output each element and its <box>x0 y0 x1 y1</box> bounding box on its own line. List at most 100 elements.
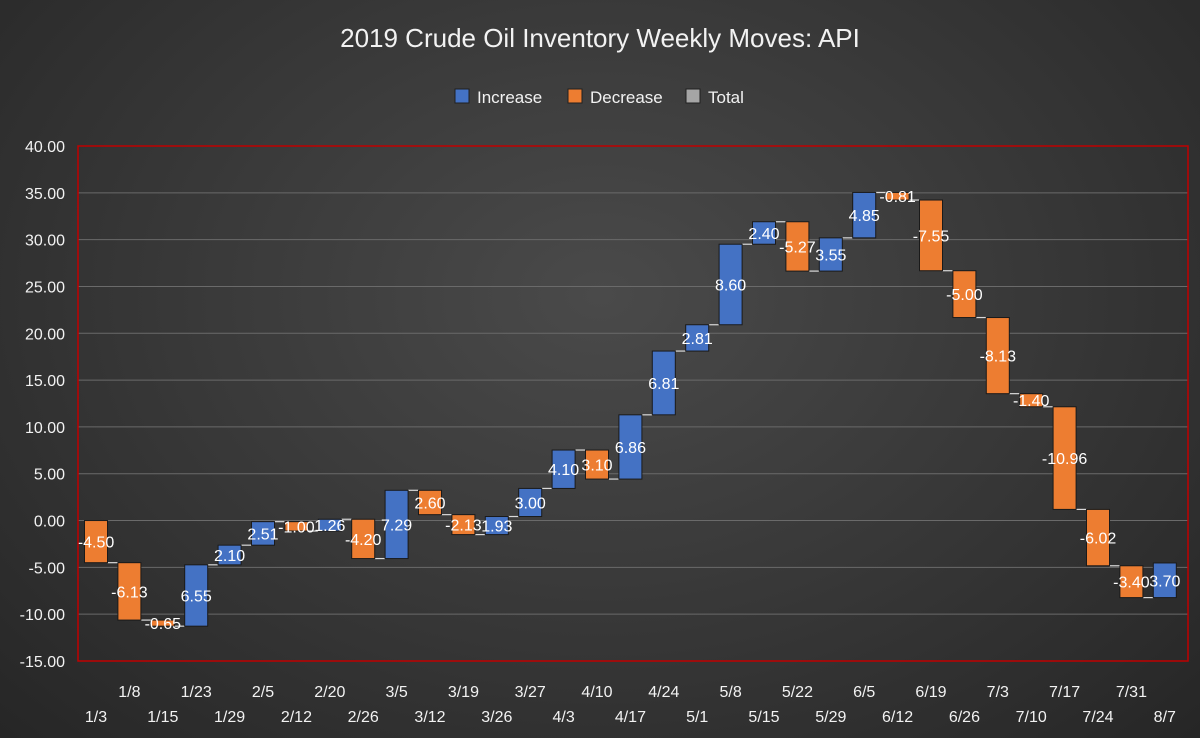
data-label: 4.10 <box>548 462 579 479</box>
bar-7/24 <box>1086 508 1110 567</box>
bar-5/15 <box>752 221 776 245</box>
x-tick-label: 3/5 <box>385 684 407 701</box>
y-tick-label: -15.00 <box>20 654 65 671</box>
x-tick-label: 4/24 <box>648 684 679 701</box>
x-tick-label: 4/17 <box>615 709 646 726</box>
y-tick-label: -10.00 <box>20 607 65 624</box>
bar-2/20 <box>317 518 342 532</box>
y-tick-label: 25.00 <box>25 279 65 296</box>
x-tick-label: 2/5 <box>252 684 274 701</box>
x-tick-label: 3/19 <box>448 684 479 701</box>
data-label: -10.96 <box>1042 451 1087 468</box>
y-tick-label: 5.00 <box>34 467 65 484</box>
x-tick-label: 3/26 <box>481 709 512 726</box>
bar-3/26 <box>484 516 509 536</box>
data-label: 6.86 <box>615 440 646 457</box>
data-label: 3.00 <box>515 495 546 512</box>
data-label: 2.60 <box>414 495 445 512</box>
data-label: 3.55 <box>815 247 846 264</box>
chart-title: 2019 Crude Oil Inventory Weekly Moves: A… <box>340 23 860 53</box>
bar-5/29 <box>818 237 843 272</box>
x-tick-label: 3/27 <box>515 684 546 701</box>
bar-7/31 <box>1119 565 1144 599</box>
x-tick-label: 5/15 <box>748 709 779 726</box>
data-label: -3.40 <box>1113 575 1150 592</box>
connectors <box>107 191 1154 627</box>
bar-4/24 <box>651 350 676 416</box>
y-tick-label: -5.00 <box>29 560 66 577</box>
bar-1/29 <box>217 544 242 566</box>
bar-5/8 <box>718 243 743 326</box>
legend-label-increase: Increase <box>477 88 542 107</box>
bar-3/19 <box>451 514 476 536</box>
data-label: 4.85 <box>849 208 880 225</box>
data-label: 1.26 <box>314 518 345 535</box>
x-tick-label: 2/26 <box>348 709 379 726</box>
bar-7/17 <box>1052 406 1077 510</box>
x-tick-label: 6/26 <box>949 709 980 726</box>
x-tick-label: 1/29 <box>214 709 245 726</box>
bar-3/27 <box>518 487 543 518</box>
y-tick-label: 15.00 <box>25 373 65 390</box>
data-label: 1.93 <box>481 519 512 536</box>
bar-8/7 <box>1152 562 1177 599</box>
y-tick-label: 35.00 <box>25 186 65 203</box>
data-label: 6.81 <box>648 376 679 393</box>
x-tick-label: 7/31 <box>1116 684 1147 701</box>
x-tick-label: 6/12 <box>882 709 913 726</box>
bar-1/15 <box>150 619 175 627</box>
data-label: -1.00 <box>278 519 315 536</box>
x-axis-ticks: 1/3 1/8 1/151/231/29 2/5 2/122/202/26 3/5 3/12… <box>85 684 1176 726</box>
legend-swatch-decrease <box>567 88 583 104</box>
bar-2/26 <box>351 518 376 560</box>
x-tick-label: 5/29 <box>815 709 846 726</box>
data-label: -6.02 <box>1080 531 1117 548</box>
y-tick-label: 0.00 <box>34 514 65 531</box>
data-label: -8.13 <box>980 349 1017 366</box>
data-label: 7.29 <box>381 517 412 534</box>
data-label: -7.55 <box>913 228 950 245</box>
data-label: -0.81 <box>879 189 916 206</box>
bar-6/12 <box>885 191 910 201</box>
x-tick-label: 8/7 <box>1154 709 1176 726</box>
x-tick-label: 7/3 <box>987 684 1009 701</box>
bar-4/10 <box>585 449 609 480</box>
x-tick-label: 7/10 <box>1016 709 1047 726</box>
x-tick-label: 6/19 <box>915 684 946 701</box>
bar-1/23 <box>184 564 209 627</box>
y-tick-label: 40.00 <box>25 139 65 156</box>
data-label: 3.70 <box>1149 573 1180 590</box>
y-tick-label: 30.00 <box>25 233 65 250</box>
plot-area-border <box>77 145 1189 662</box>
data-label: -6.13 <box>111 584 148 601</box>
bar-7/10 <box>1019 393 1044 408</box>
bar-6/26 <box>952 270 977 319</box>
data-labels: -4.50 -6.13 -0.65 6.55 2.102.51 -1.00 1.26-4.2… <box>78 189 1181 633</box>
bar-2/5 <box>251 521 275 546</box>
bar-5/1 <box>685 324 710 352</box>
x-tick-label: 2/12 <box>281 709 312 726</box>
legend: Increase Decrease Total <box>454 88 744 107</box>
data-label: 2.40 <box>748 226 779 243</box>
x-tick-label: 7/17 <box>1049 684 1080 701</box>
legend-label-total: Total <box>708 88 744 107</box>
x-tick-label: 1/8 <box>118 684 140 701</box>
x-tick-label: 1/23 <box>181 684 212 701</box>
x-tick-label: 4/10 <box>581 684 612 701</box>
y-tick-label: 20.00 <box>25 326 65 343</box>
bar-6/19 <box>919 199 943 272</box>
legend-swatch-increase <box>454 88 470 104</box>
y-tick-label: 10.00 <box>25 420 65 437</box>
bar-7/3 <box>985 317 1010 395</box>
data-label: 3.10 <box>581 458 612 475</box>
x-tick-label: 2/20 <box>314 684 345 701</box>
data-label: -4.20 <box>345 532 382 549</box>
data-label: 2.81 <box>682 331 713 348</box>
x-tick-label: 6/5 <box>853 684 875 701</box>
x-tick-label: 5/1 <box>686 709 708 726</box>
x-tick-label: 5/22 <box>782 684 813 701</box>
x-tick-label: 5/8 <box>719 684 741 701</box>
bars <box>84 191 1177 627</box>
legend-label-decrease: Decrease <box>590 88 663 107</box>
